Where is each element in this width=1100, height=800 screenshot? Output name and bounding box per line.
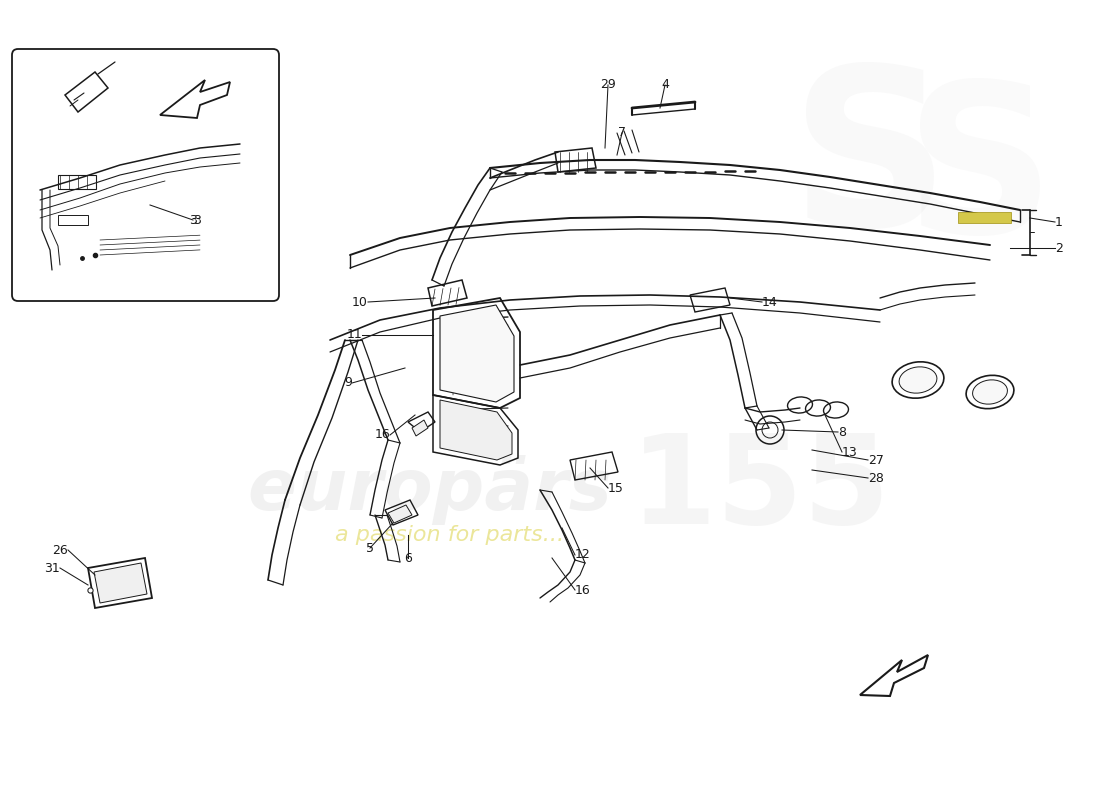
Text: 26: 26 bbox=[53, 543, 68, 557]
Polygon shape bbox=[440, 305, 514, 402]
Text: 3: 3 bbox=[192, 214, 201, 226]
Text: 7: 7 bbox=[618, 126, 626, 139]
Text: europärs: europärs bbox=[248, 455, 613, 525]
Polygon shape bbox=[388, 505, 412, 523]
Polygon shape bbox=[88, 558, 152, 608]
Text: 6: 6 bbox=[404, 551, 411, 565]
Text: S: S bbox=[905, 74, 1055, 276]
Polygon shape bbox=[160, 80, 230, 118]
Text: 5: 5 bbox=[366, 542, 374, 554]
Polygon shape bbox=[440, 400, 512, 460]
Text: 4: 4 bbox=[661, 78, 669, 91]
Text: a passion for parts...: a passion for parts... bbox=[336, 525, 564, 545]
Bar bbox=[58, 215, 88, 225]
Ellipse shape bbox=[972, 380, 1008, 404]
Text: 155: 155 bbox=[629, 430, 891, 550]
Text: 29: 29 bbox=[601, 78, 616, 91]
FancyBboxPatch shape bbox=[957, 211, 1011, 222]
Text: 3: 3 bbox=[189, 214, 197, 226]
Text: 10: 10 bbox=[352, 295, 368, 309]
Polygon shape bbox=[860, 655, 928, 696]
Text: 14: 14 bbox=[762, 295, 778, 309]
Bar bbox=[58, 175, 96, 189]
Text: 16: 16 bbox=[575, 583, 591, 597]
Text: 2: 2 bbox=[1055, 242, 1063, 254]
Ellipse shape bbox=[899, 367, 937, 393]
Text: 31: 31 bbox=[44, 562, 60, 574]
Text: 9: 9 bbox=[344, 377, 352, 390]
Polygon shape bbox=[412, 420, 428, 436]
Text: 27: 27 bbox=[868, 454, 884, 466]
Text: 1: 1 bbox=[1055, 215, 1063, 229]
FancyBboxPatch shape bbox=[12, 49, 279, 301]
Text: 16: 16 bbox=[374, 429, 390, 442]
Text: S: S bbox=[790, 58, 950, 272]
Text: 8: 8 bbox=[838, 426, 846, 438]
Polygon shape bbox=[94, 563, 147, 603]
Text: 12: 12 bbox=[575, 549, 591, 562]
Text: 28: 28 bbox=[868, 471, 884, 485]
Text: 13: 13 bbox=[842, 446, 858, 458]
Text: 11: 11 bbox=[346, 329, 362, 342]
Text: 15: 15 bbox=[608, 482, 624, 494]
